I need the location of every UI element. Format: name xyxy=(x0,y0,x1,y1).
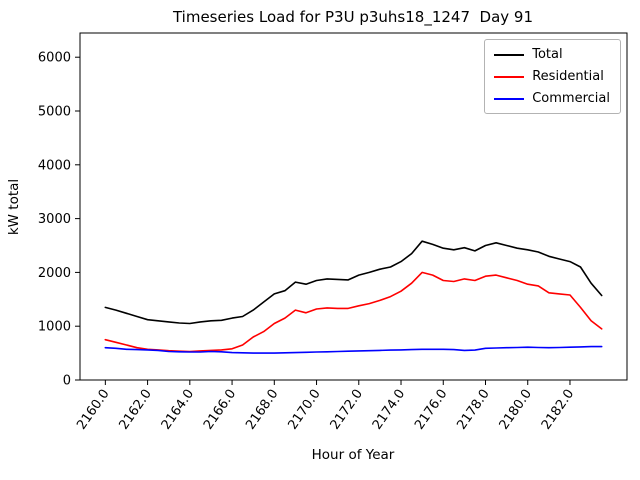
series-line-residential xyxy=(104,271,603,353)
x-tick-label: 2176.0 xyxy=(412,387,450,433)
y-tick-label: 4000 xyxy=(38,158,71,173)
series-line-total xyxy=(104,240,603,325)
legend-entry-residential: Residential xyxy=(494,69,610,84)
y-tick-label: 1000 xyxy=(38,320,71,335)
y-tick-label: 2000 xyxy=(38,266,71,281)
y-tick-label: 0 xyxy=(63,374,71,389)
legend: Total Residential Commercial xyxy=(484,39,621,114)
x-tick-label: 2168.0 xyxy=(243,387,281,433)
series-line-commercial xyxy=(104,345,603,354)
commercial-line-swatch xyxy=(494,97,525,100)
x-tick-label: 2174.0 xyxy=(370,387,408,433)
legend-entry-total: Total xyxy=(494,47,610,62)
x-tick-label: 2172.0 xyxy=(328,387,366,433)
y-axis-label: kW total xyxy=(6,179,22,235)
x-axis-label: Hour of Year xyxy=(312,447,395,463)
y-tick-label: 3000 xyxy=(38,212,71,227)
x-tick-label: 2182.0 xyxy=(539,387,577,433)
axes-frame xyxy=(79,32,628,381)
legend-label-residential: Residential xyxy=(532,69,604,84)
total-line-swatch xyxy=(494,53,525,56)
x-tick-label: 2170.0 xyxy=(285,387,323,433)
x-tick-label: 2162.0 xyxy=(116,387,154,433)
x-tick-label: 2166.0 xyxy=(201,387,239,433)
x-tick-label: 2160.0 xyxy=(74,387,112,433)
y-tick-label: 6000 xyxy=(38,51,71,66)
residential-line-swatch xyxy=(494,75,525,78)
x-tick-label: 2164.0 xyxy=(159,387,197,433)
legend-entry-commercial: Commercial xyxy=(494,91,610,106)
chart-title: Timeseries Load for P3U p3uhs18_1247 Day… xyxy=(172,8,533,27)
x-tick-label: 2180.0 xyxy=(497,387,535,433)
y-tick-label: 5000 xyxy=(38,105,71,120)
legend-label-total: Total xyxy=(532,47,563,62)
x-tick-label: 2178.0 xyxy=(454,387,492,433)
legend-label-commercial: Commercial xyxy=(532,91,610,106)
